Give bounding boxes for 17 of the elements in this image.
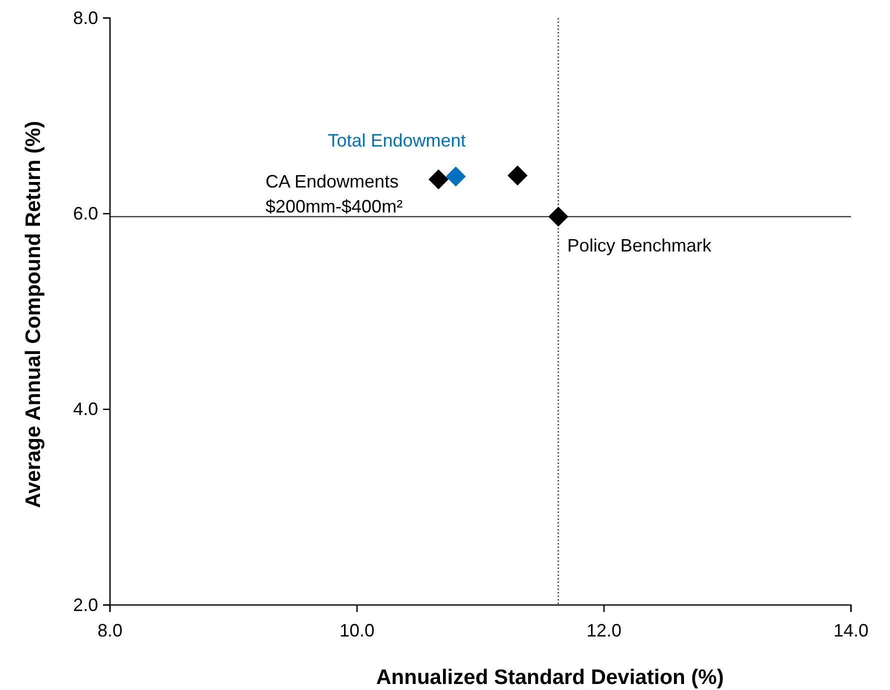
point	[548, 206, 568, 227]
y-axis-title: Average Annual Compound Return (%)	[22, 121, 45, 508]
x-tick-label: 14.0	[833, 620, 869, 641]
point	[428, 169, 449, 190]
point	[446, 166, 466, 186]
x-axis-title: Annualized Standard Deviation (%)	[376, 666, 724, 689]
x-tick-label: 10.0	[339, 620, 375, 641]
series-label: CA Endowments $200mm-$400m²	[266, 171, 403, 216]
series-label: Total Endowment	[328, 130, 466, 150]
x-tick-label: 8.0	[97, 620, 123, 641]
y-tick-label: 6.0	[73, 203, 98, 224]
point	[508, 166, 528, 186]
x-tick-label: 12.0	[586, 620, 622, 641]
y-tick-label: 2.0	[73, 594, 98, 615]
y-tick-label: 4.0	[73, 399, 98, 420]
series-label: Policy Benchmark	[567, 236, 712, 256]
y-tick-label: 8.0	[73, 8, 98, 28]
